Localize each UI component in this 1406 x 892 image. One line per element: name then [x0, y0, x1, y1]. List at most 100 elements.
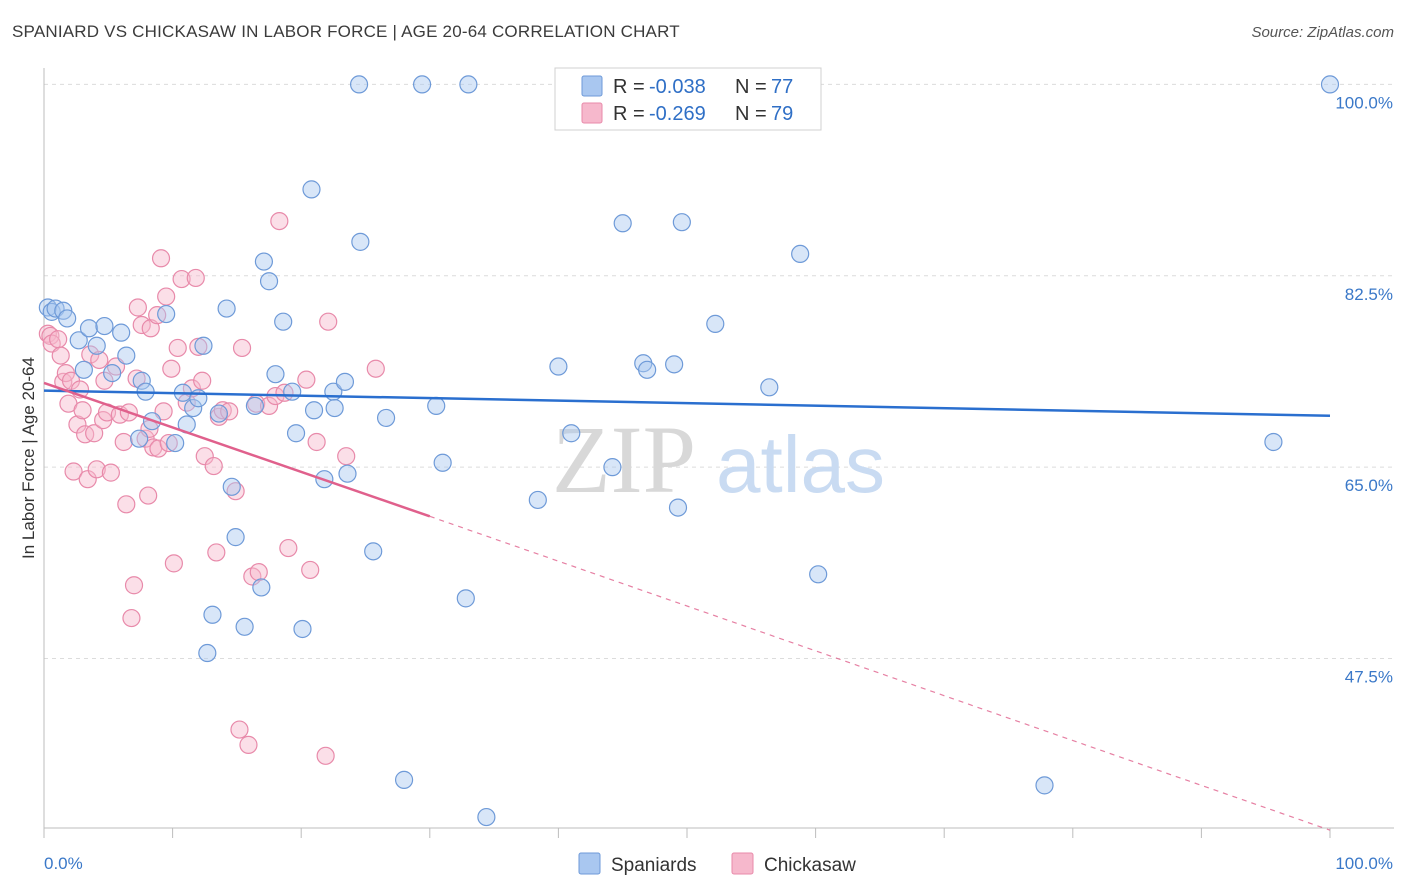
series-spaniards-points: [38, 75, 1340, 827]
bottom-legend-swatch-spaniards: [578, 852, 601, 875]
spaniards-point-66: [668, 498, 688, 517]
spaniards-point-25: [203, 605, 222, 624]
spaniards-point-64: [638, 360, 657, 379]
spaniards-point-47: [349, 75, 369, 94]
chickasaw-point-60: [230, 720, 249, 739]
chickasaw-point-17: [87, 460, 106, 479]
legend-n-value-1: 77: [771, 76, 793, 98]
spaniards-point-40: [302, 180, 321, 199]
spaniards-point-54: [433, 453, 452, 472]
spaniards-point-27: [217, 299, 236, 318]
spaniards-point-6: [74, 360, 93, 379]
bottom-legend-swatch-chickasaw: [731, 852, 754, 875]
spaniards-point-52: [412, 75, 432, 94]
chickasaw-point-72: [301, 560, 320, 580]
chickasaw-point-69: [275, 383, 294, 402]
spaniards-point-65: [665, 355, 684, 374]
spaniards-point-12: [117, 346, 136, 365]
watermark-zip: ZIP: [552, 406, 696, 513]
spaniards-point-17: [157, 304, 176, 324]
spaniards-point-41: [304, 401, 324, 420]
spaniards-point-67: [672, 213, 691, 232]
spaniards-point-30: [235, 617, 254, 636]
chickasaw-point-65: [249, 563, 268, 582]
chickasaw-point-28: [122, 608, 141, 628]
spaniards-point-33: [254, 252, 274, 271]
legend-r-value-1: -0.038: [649, 76, 706, 98]
spaniards-trend-line: [43, 389, 1331, 417]
spaniards-point-32: [252, 578, 271, 597]
spaniards-point-39: [293, 619, 312, 639]
series-chickasaw-points: [38, 211, 385, 765]
y-tick-label-1: 65.0%: [1345, 476, 1393, 495]
chickasaw-point-50: [186, 268, 205, 288]
legend-n-label-1: N =: [735, 76, 767, 98]
chickasaw-point-41: [154, 402, 173, 421]
chickasaw-point-74: [316, 746, 335, 765]
chickasaw-point-3: [49, 330, 68, 349]
chickasaw-point-55: [207, 543, 226, 562]
chickasaw-point-39: [149, 439, 168, 458]
chickasaw-point-4: [51, 346, 70, 365]
spaniards-point-51: [394, 770, 414, 789]
legend-swatch-chickasaw: [581, 102, 603, 124]
spaniards-point-9: [95, 316, 114, 336]
spaniards-point-48: [351, 232, 370, 251]
chickasaw-point-22: [101, 463, 120, 482]
chart-source: Source: ZipAtlas.com: [1251, 24, 1394, 41]
chickasaw-point-40: [151, 249, 171, 268]
bottom-legend-label-chickasaw: Chickasaw: [764, 855, 856, 876]
chickasaw-point-71: [297, 370, 316, 389]
axis-labels: 47.5% 65.0% 82.5% 100.0% 0.0% 100.0% In Labor …: [19, 93, 1393, 873]
legend-swatch-spaniards: [581, 75, 603, 97]
spaniards-point-29: [226, 528, 245, 547]
spaniards-point-74: [1320, 75, 1340, 94]
y-tick-label-3: 100.0%: [1335, 93, 1393, 112]
chickasaw-point-45: [164, 554, 183, 573]
spaniards-point-28: [222, 477, 241, 496]
chickasaw-point-68: [270, 211, 289, 231]
chickasaw-point-26: [117, 495, 136, 514]
spaniards-point-18: [166, 433, 185, 453]
watermark-atlas: atlas: [716, 420, 885, 509]
spaniards-point-73: [1264, 432, 1283, 452]
y-tick-label-2: 82.5%: [1345, 285, 1393, 304]
legend-r-label-1: R =: [613, 76, 645, 98]
chickasaw-point-53: [195, 447, 214, 466]
chickasaw-point-10: [68, 415, 87, 434]
chickasaw-point-9: [64, 462, 83, 481]
chickasaw-point-77: [366, 359, 385, 378]
spaniards-point-13: [130, 429, 149, 448]
legend-n-label-2: N =: [735, 103, 767, 125]
chickasaw-point-29: [124, 576, 144, 595]
spaniards-point-14: [132, 371, 151, 390]
spaniards-point-35: [266, 365, 285, 384]
spaniards-point-72: [1035, 776, 1054, 795]
spaniards-point-59: [549, 357, 568, 376]
spaniards-point-61: [603, 458, 622, 477]
spaniards-point-26: [209, 404, 228, 423]
legend-r-value-2: -0.269: [649, 103, 706, 125]
chickasaw-point-14: [78, 470, 97, 489]
spaniards-point-55: [456, 589, 475, 608]
spaniards-point-4: [58, 309, 77, 328]
y-axis-title: In Labor Force | Age 20-64: [19, 357, 38, 559]
chickasaw-point-31: [128, 298, 147, 317]
series-legend: Spaniards Chickasaw: [578, 852, 856, 876]
chickasaw-point-0: [38, 324, 57, 343]
spaniards-point-71: [809, 565, 828, 584]
chickasaw-point-43: [159, 433, 178, 453]
chickasaw-point-25: [114, 432, 133, 452]
trend-lines: [43, 381, 1331, 831]
spaniards-point-57: [477, 807, 496, 827]
spaniards-point-36: [274, 312, 293, 331]
spaniards-point-34: [259, 272, 279, 291]
spaniards-point-56: [459, 75, 478, 94]
spaniards-point-44: [325, 398, 344, 418]
chickasaw-trend-line: [43, 381, 431, 518]
spaniards-point-38: [286, 424, 306, 443]
spaniards-point-21: [184, 398, 203, 418]
chickasaw-point-34: [139, 486, 158, 505]
spaniards-point-46: [338, 464, 357, 483]
